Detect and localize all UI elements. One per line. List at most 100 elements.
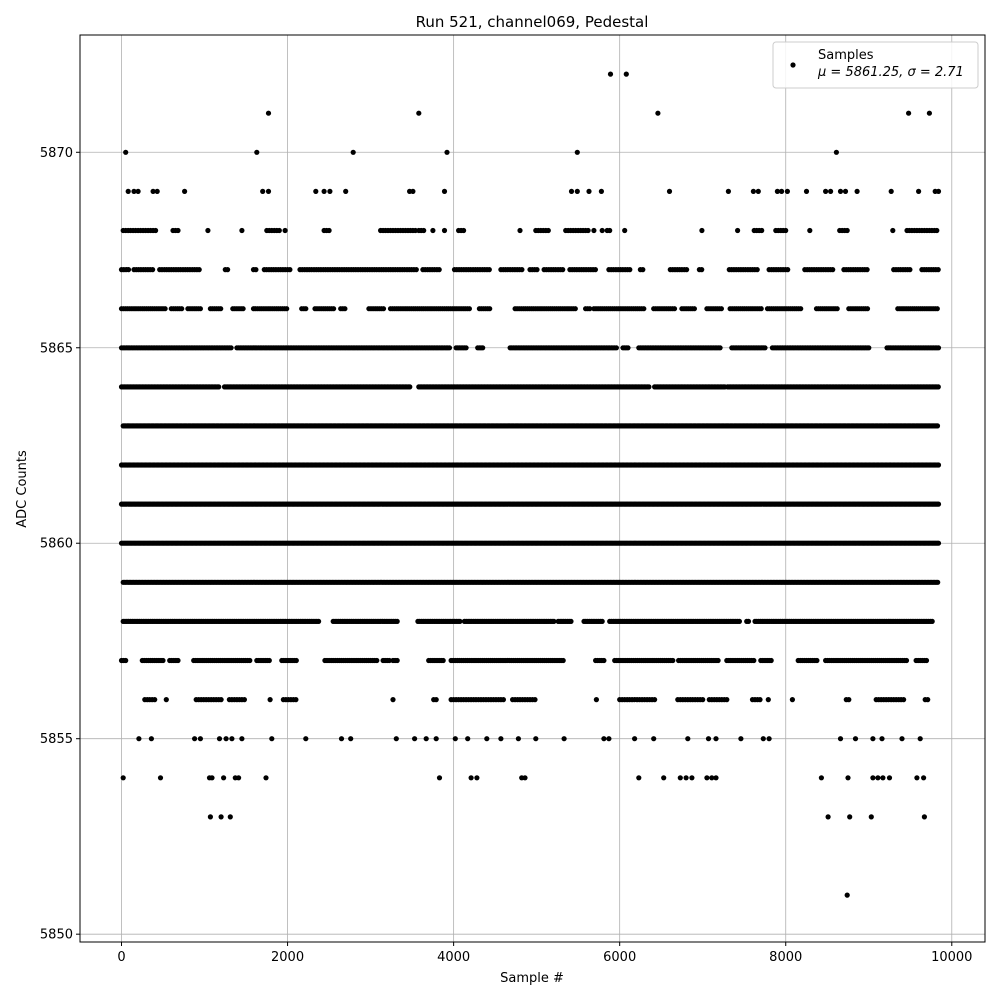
data-point <box>321 188 327 194</box>
data-point <box>713 775 719 781</box>
data-point <box>163 697 169 703</box>
data-point <box>433 697 439 703</box>
data-point <box>561 736 567 742</box>
data-point <box>410 188 416 194</box>
data-point <box>779 188 785 194</box>
data-point <box>240 306 246 312</box>
data-point <box>606 736 612 742</box>
data-point <box>152 697 158 703</box>
data-point <box>916 188 922 194</box>
data-point <box>394 657 400 664</box>
data-point <box>568 618 574 625</box>
data-point <box>532 697 538 703</box>
data-point <box>901 697 907 703</box>
data-points <box>118 71 942 898</box>
data-point <box>846 697 852 703</box>
data-point <box>416 110 422 116</box>
data-point <box>441 188 448 194</box>
data-point <box>899 736 905 742</box>
data-point <box>906 110 912 116</box>
data-point <box>875 775 881 781</box>
data-point <box>607 71 614 77</box>
data-point <box>814 657 820 664</box>
data-point <box>921 775 927 781</box>
data-point <box>457 618 463 625</box>
data-point <box>136 736 142 742</box>
data-point <box>755 188 761 194</box>
data-point <box>586 188 592 194</box>
data-point <box>929 618 935 625</box>
data-point <box>651 736 657 742</box>
data-point <box>197 736 203 742</box>
data-point <box>833 149 840 155</box>
data-point <box>709 775 715 781</box>
data-point <box>625 345 631 351</box>
data-point <box>852 736 859 742</box>
data-point <box>914 775 920 781</box>
data-point <box>879 736 885 742</box>
data-point <box>601 657 607 664</box>
data-point <box>182 188 188 194</box>
data-point <box>533 736 539 742</box>
data-point <box>131 188 137 194</box>
data-point <box>923 657 930 664</box>
data-point <box>574 149 580 155</box>
data-point <box>837 188 844 194</box>
data-point <box>221 775 227 781</box>
data-point <box>209 775 215 781</box>
data-point <box>157 775 164 781</box>
data-point <box>218 306 224 312</box>
data-point <box>935 501 942 507</box>
data-point <box>880 775 886 781</box>
data-point <box>522 775 528 781</box>
data-point <box>751 657 757 664</box>
data-point <box>484 736 490 742</box>
data-point <box>154 188 160 194</box>
data-point <box>593 697 600 703</box>
data-point <box>866 345 872 351</box>
data-point <box>120 775 126 781</box>
data-point <box>844 892 850 898</box>
data-point <box>935 345 942 351</box>
chart-title: Run 521, channel069, Pedestal <box>416 13 649 31</box>
data-point <box>350 149 356 155</box>
data-point <box>568 188 575 194</box>
data-point <box>160 657 166 664</box>
data-point <box>854 188 860 194</box>
data-point <box>313 188 319 194</box>
data-point <box>886 775 893 781</box>
data-point <box>636 775 642 781</box>
data-point <box>125 188 131 194</box>
data-point <box>463 345 469 351</box>
data-point <box>652 697 658 703</box>
data-point <box>828 188 834 194</box>
data-point <box>216 384 222 390</box>
data-point <box>229 736 235 742</box>
data-point <box>265 188 272 194</box>
data-point <box>762 345 768 351</box>
data-point <box>218 814 224 820</box>
data-point <box>390 697 396 703</box>
data-point <box>823 188 829 194</box>
data-point <box>247 657 253 664</box>
data-point <box>266 657 272 664</box>
data-point <box>515 736 522 742</box>
data-point <box>265 110 272 116</box>
data-point <box>148 736 154 742</box>
data-point <box>655 110 661 116</box>
data-point <box>452 736 458 742</box>
data-point <box>717 345 723 351</box>
data-point <box>135 188 141 194</box>
data-point <box>123 657 129 664</box>
data-point <box>704 775 710 781</box>
data-point <box>551 618 557 625</box>
data-point <box>713 736 719 742</box>
data-point <box>239 736 245 742</box>
data-point <box>842 188 849 194</box>
data-point <box>870 736 876 742</box>
data-point <box>498 736 504 742</box>
data-point <box>837 736 844 742</box>
data-point <box>745 618 752 625</box>
data-point <box>903 657 910 664</box>
